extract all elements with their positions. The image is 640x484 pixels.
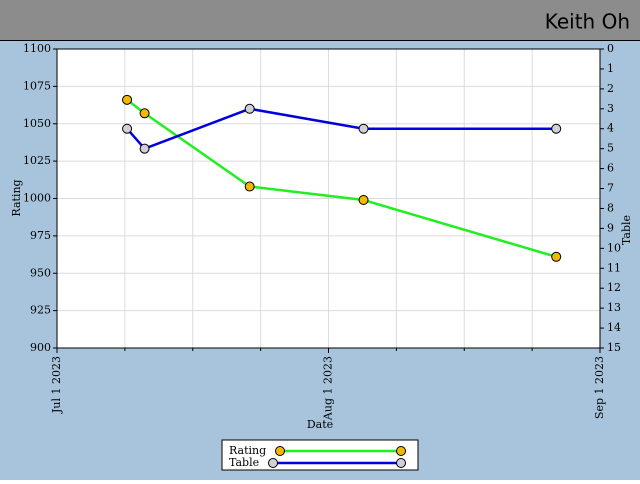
point: [358, 123, 369, 134]
legend-marker: [268, 458, 278, 468]
y2-tick-label: 12: [607, 281, 621, 294]
legend-marker: [396, 458, 406, 468]
y2-tick-label: 1: [607, 62, 614, 75]
legend-label: Table: [229, 456, 259, 469]
y2-tick-label: 3: [607, 102, 614, 115]
point: [122, 123, 133, 134]
header-title: Keith Oh: [545, 10, 630, 34]
y2-tick-label: 15: [607, 341, 621, 354]
y-tick-label: 1000: [23, 192, 51, 205]
y-tick-label: 1075: [23, 79, 51, 92]
y2-tick-label: 14: [607, 321, 621, 334]
y2-tick-label: 4: [607, 122, 614, 135]
point: [244, 181, 255, 192]
y2-tick-label: 6: [607, 162, 614, 175]
point: [244, 103, 255, 114]
x-tick-label: Sep 1 2023: [593, 356, 606, 419]
y2-tick-label: 5: [607, 142, 614, 155]
y-tick-label: 950: [30, 266, 51, 279]
point: [139, 143, 150, 154]
point: [551, 251, 562, 262]
point: [139, 108, 150, 119]
y2-tick-label: 11: [607, 261, 621, 274]
y-tick-label: 1025: [23, 154, 51, 167]
x-axis-label: Date: [307, 418, 333, 431]
y-axis-label: Rating: [10, 179, 23, 216]
y2-tick-label: 10: [607, 241, 621, 254]
y-tick-label: 1100: [23, 42, 51, 55]
y-tick-label: 1050: [23, 117, 51, 130]
y-tick-label: 900: [30, 341, 51, 354]
point: [358, 194, 369, 205]
marks: [122, 94, 562, 262]
x-tick-label: Jul 1 2023: [50, 356, 63, 414]
y-tick-label: 925: [30, 304, 51, 317]
x-tick-label: Aug 1 2023: [322, 356, 335, 421]
point: [551, 123, 562, 134]
y2-axis-label: Table: [620, 215, 633, 245]
y2-tick-label: 9: [607, 221, 614, 234]
y2-tick-label: 7: [607, 182, 614, 195]
header-bar: [0, 0, 640, 40]
y2-tick-label: 13: [607, 301, 621, 314]
legend-marker: [396, 446, 406, 456]
point: [122, 94, 133, 105]
legend-marker: [275, 446, 285, 456]
legend-label: Rating: [229, 444, 266, 457]
y2-tick-label: 2: [607, 82, 614, 95]
y2-tick-label: 8: [607, 201, 614, 214]
y2-tick-label: 0: [607, 42, 614, 55]
legend: [221, 439, 419, 471]
y-tick-label: 975: [30, 229, 51, 242]
